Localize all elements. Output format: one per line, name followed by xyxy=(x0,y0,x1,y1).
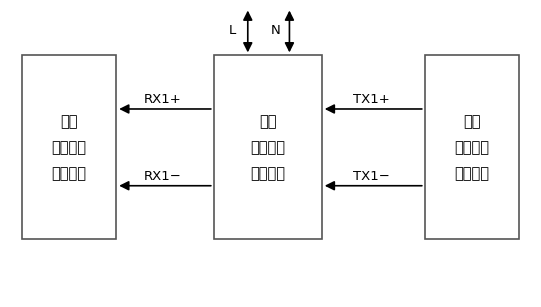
Text: 信号接收: 信号接收 xyxy=(51,140,87,155)
Text: 宽带载波: 宽带载波 xyxy=(454,166,490,181)
Text: 单元: 单元 xyxy=(463,114,481,129)
Bar xyxy=(22,55,116,239)
Text: 单元: 单元 xyxy=(259,114,276,129)
Text: 单元: 单元 xyxy=(60,114,78,129)
Text: 信号放大: 信号放大 xyxy=(454,140,490,155)
Text: N: N xyxy=(271,24,281,37)
Text: RX1+: RX1+ xyxy=(143,93,181,106)
Bar xyxy=(214,55,322,239)
Text: 信号耦合: 信号耦合 xyxy=(250,140,285,155)
Text: TX1−: TX1− xyxy=(353,170,390,183)
Bar xyxy=(425,55,519,239)
Text: 宽带载波: 宽带载波 xyxy=(51,166,87,181)
Text: RX1−: RX1− xyxy=(143,170,181,183)
Text: 宽带载波: 宽带载波 xyxy=(250,166,285,181)
Text: TX1+: TX1+ xyxy=(353,93,390,106)
Text: L: L xyxy=(229,24,236,37)
